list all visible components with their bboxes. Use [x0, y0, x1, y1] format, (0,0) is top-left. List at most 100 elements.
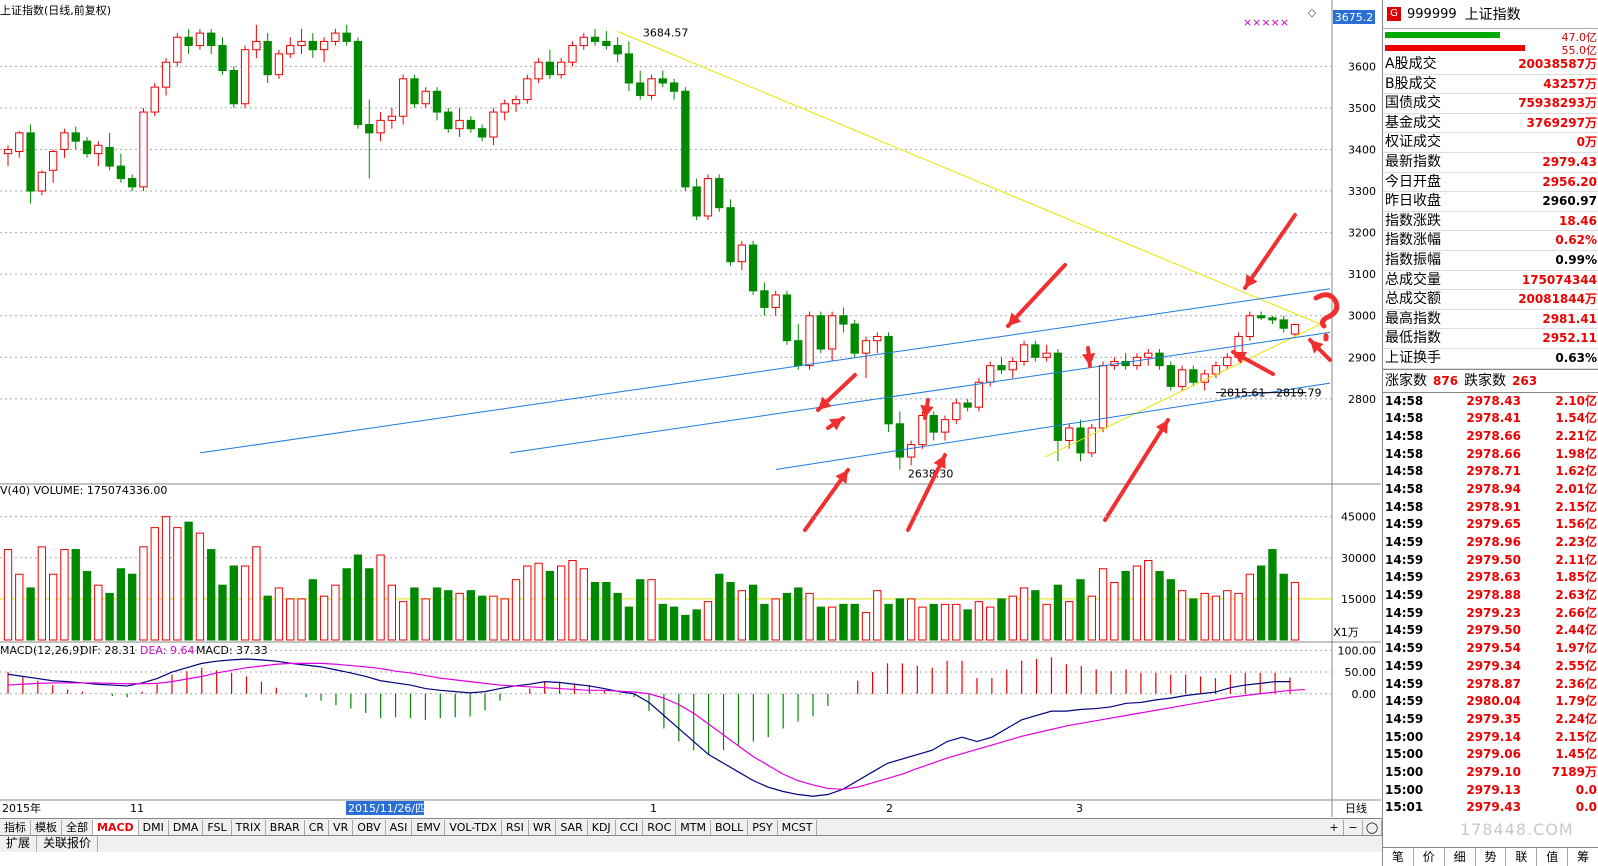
candle-body: [1211, 365, 1221, 375]
y-tick-label: 3200: [1348, 227, 1376, 240]
indicator-tab[interactable]: WR: [529, 819, 557, 835]
candle-body: [3, 148, 13, 155]
tick-cell: 2978.94: [1466, 481, 1521, 496]
indicator-tab[interactable]: ROC: [643, 819, 677, 835]
volume-bar: [1234, 592, 1243, 641]
tick-row: 14:59 2979.50 2.44亿: [1383, 622, 1598, 640]
quote-tab[interactable]: 笔: [1383, 848, 1414, 866]
volume-bar: [48, 573, 58, 641]
candle-body: [579, 36, 588, 47]
candle-body: [986, 365, 995, 383]
indicator-tab[interactable]: KDJ: [588, 819, 616, 835]
y-tick-label: 3000: [1348, 310, 1376, 323]
red-arrowhead: [835, 470, 848, 484]
indicator-tab[interactable]: VR: [329, 819, 354, 835]
indicator-tab[interactable]: SAR: [556, 819, 588, 835]
candle-body: [1008, 360, 1017, 371]
tick-cell: 14:58: [1385, 411, 1424, 426]
indicator-tab[interactable]: 全部: [62, 819, 93, 835]
volume-bar: [15, 573, 24, 641]
indicator-tab[interactable]: EMV: [412, 819, 446, 835]
quote-tab[interactable]: 联: [1506, 848, 1538, 866]
volume-bar: [105, 592, 114, 641]
tick-row: 15:00 2979.06 1.45亿: [1383, 746, 1598, 764]
candle-body: [1155, 352, 1164, 367]
quote-value: 2960.97: [1542, 194, 1597, 209]
indicator-tab[interactable]: RSI: [502, 819, 529, 835]
y-tick-label: 3500: [1348, 102, 1376, 115]
indicator-tab[interactable]: OBV: [353, 819, 386, 835]
tick-list[interactable]: 14:58 2978.43 2.10亿 14:58 2978.41 1.54亿 14:58 2…: [1383, 393, 1598, 818]
tick-cell: 2.66亿: [1555, 605, 1597, 620]
candle-body: [161, 61, 171, 88]
volume-bar: [353, 554, 363, 641]
quote-row: 昨日收盘 2960.97: [1383, 192, 1598, 212]
quote-key: 基金成交: [1385, 114, 1441, 131]
zoom-button[interactable]: ◯: [1363, 819, 1382, 835]
quote-tab[interactable]: 细: [1445, 848, 1476, 866]
chart-area[interactable]: 2800 2900 3000 3100 3200 3300 3400 3500 3600 上证指数…: [0, 0, 1382, 866]
y-tick-label: 2800: [1348, 393, 1376, 406]
indicator-tab[interactable]: 指标: [0, 819, 31, 835]
volume-bar: [715, 573, 724, 641]
zoom-button[interactable]: −: [1344, 819, 1363, 835]
indicator-tabbar: 指标 模板 全部 MACD DMI DMA FSL TRIX BRAR CR VR OBV ASI EMV…: [0, 818, 1382, 835]
tick-row: 14:59 2978.87 2.36亿: [1383, 676, 1598, 694]
quote-tab[interactable]: 势: [1476, 848, 1507, 866]
tick-row: 14:59 2979.23 2.66亿: [1383, 605, 1598, 623]
volume-bar: [1211, 595, 1221, 641]
indicator-tab[interactable]: DMI: [139, 819, 169, 835]
candle-body: [1256, 315, 1266, 319]
quote-tab[interactable]: 筹: [1568, 848, 1598, 866]
channel-line-blue: [509, 331, 1331, 454]
quote-value: 18.46: [1559, 213, 1597, 228]
indicator-tab[interactable]: MCST: [778, 819, 818, 835]
tick-cell: 2.55亿: [1555, 658, 1597, 673]
tick-cell: 1.79亿: [1555, 694, 1597, 709]
quote-tab[interactable]: 价: [1414, 848, 1445, 866]
indicator-tab[interactable]: BOLL: [711, 819, 749, 835]
zoom-button[interactable]: +: [1325, 819, 1344, 835]
tick-cell: 2978.63: [1466, 570, 1521, 585]
candle-body: [850, 323, 859, 354]
tick-cell: 2.15亿: [1555, 729, 1597, 744]
tick-cell: 2978.88: [1466, 588, 1521, 603]
tick-cell: 2978.91: [1466, 499, 1521, 514]
volume-tick: 45000: [1341, 511, 1376, 524]
candle-body: [128, 178, 137, 188]
indicator-tab[interactable]: MACD: [93, 819, 139, 835]
volume-bar: [760, 603, 769, 641]
tick-cell: 2.01亿: [1555, 481, 1597, 496]
volume-bar: [1031, 590, 1040, 641]
candle-body: [658, 78, 667, 84]
indicator-tab[interactable]: FSL: [203, 819, 232, 835]
g-icon[interactable]: G: [1387, 7, 1401, 21]
quote-row: 指数涨跌 18.46: [1383, 212, 1598, 232]
indicator-tab[interactable]: PSY: [748, 819, 778, 835]
candle-body: [647, 78, 656, 96]
quote-value: 43257万: [1543, 76, 1597, 91]
indicator-tab[interactable]: TRIX: [232, 819, 266, 835]
indicator-tab[interactable]: BRAR: [266, 819, 305, 835]
bottom-tab[interactable]: 关联报价: [37, 836, 99, 852]
tick-cell: 14:59: [1385, 570, 1424, 585]
quote-key: 最新指数: [1385, 153, 1441, 170]
indicator-tab[interactable]: 模板: [31, 819, 62, 835]
quote-tab[interactable]: 值: [1537, 848, 1569, 866]
quote-value: 0.62%: [1555, 233, 1597, 248]
bottom-tab[interactable]: 扩展: [0, 836, 38, 852]
red-arrow: [1243, 213, 1297, 290]
volume-bar: [128, 573, 137, 641]
tick-cell: 2.36亿: [1555, 676, 1597, 691]
indicator-tab[interactable]: MTM: [676, 819, 711, 835]
indicator-tab[interactable]: CCI: [616, 819, 644, 835]
indicator-tab[interactable]: ASI: [386, 819, 413, 835]
red-arrow: [1103, 418, 1170, 522]
indicator-tab[interactable]: DMA: [169, 819, 204, 835]
volume-bar: [207, 549, 216, 641]
indicator-tab[interactable]: CR: [305, 819, 330, 835]
tick-cell: 2.23亿: [1555, 535, 1597, 549]
volume-bar: [342, 568, 351, 641]
kline-chart[interactable]: 2800 2900 3000 3100 3200 3300 3400 3500 3600 上证指数…: [0, 0, 1382, 818]
indicator-tab[interactable]: VOL-TDX: [445, 819, 502, 835]
